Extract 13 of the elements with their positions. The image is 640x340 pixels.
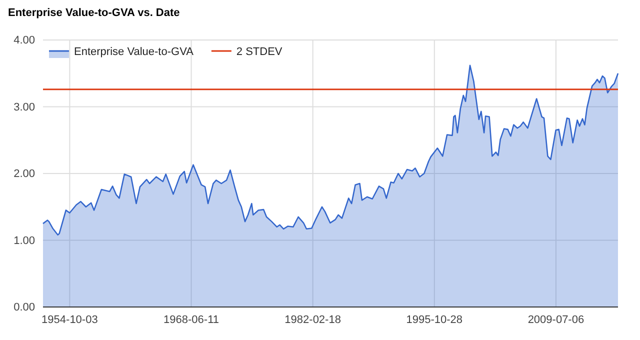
y-tick-label: 4.00 [14, 34, 35, 47]
y-tick-label: 3.00 [14, 101, 35, 114]
x-tick-label: 2009-07-06 [528, 314, 584, 326]
x-tick-label: 1995-10-28 [406, 314, 463, 326]
y-tick-label: 2.00 [14, 168, 35, 180]
y-tick-label: 1.00 [14, 234, 35, 247]
legend-label: Enterprise Value-to-GVA [74, 46, 194, 58]
y-tick-label: 0.00 [14, 302, 35, 314]
x-tick-label: 1954-10-03 [42, 314, 98, 326]
legend-label: 2 STDEV [236, 46, 283, 58]
chart-title: Enterprise Value-to-GVA vs. Date [8, 7, 180, 19]
x-tick-label: 1968-06-11 [164, 314, 219, 326]
x-tick-label: 1982-02-18 [284, 314, 341, 326]
